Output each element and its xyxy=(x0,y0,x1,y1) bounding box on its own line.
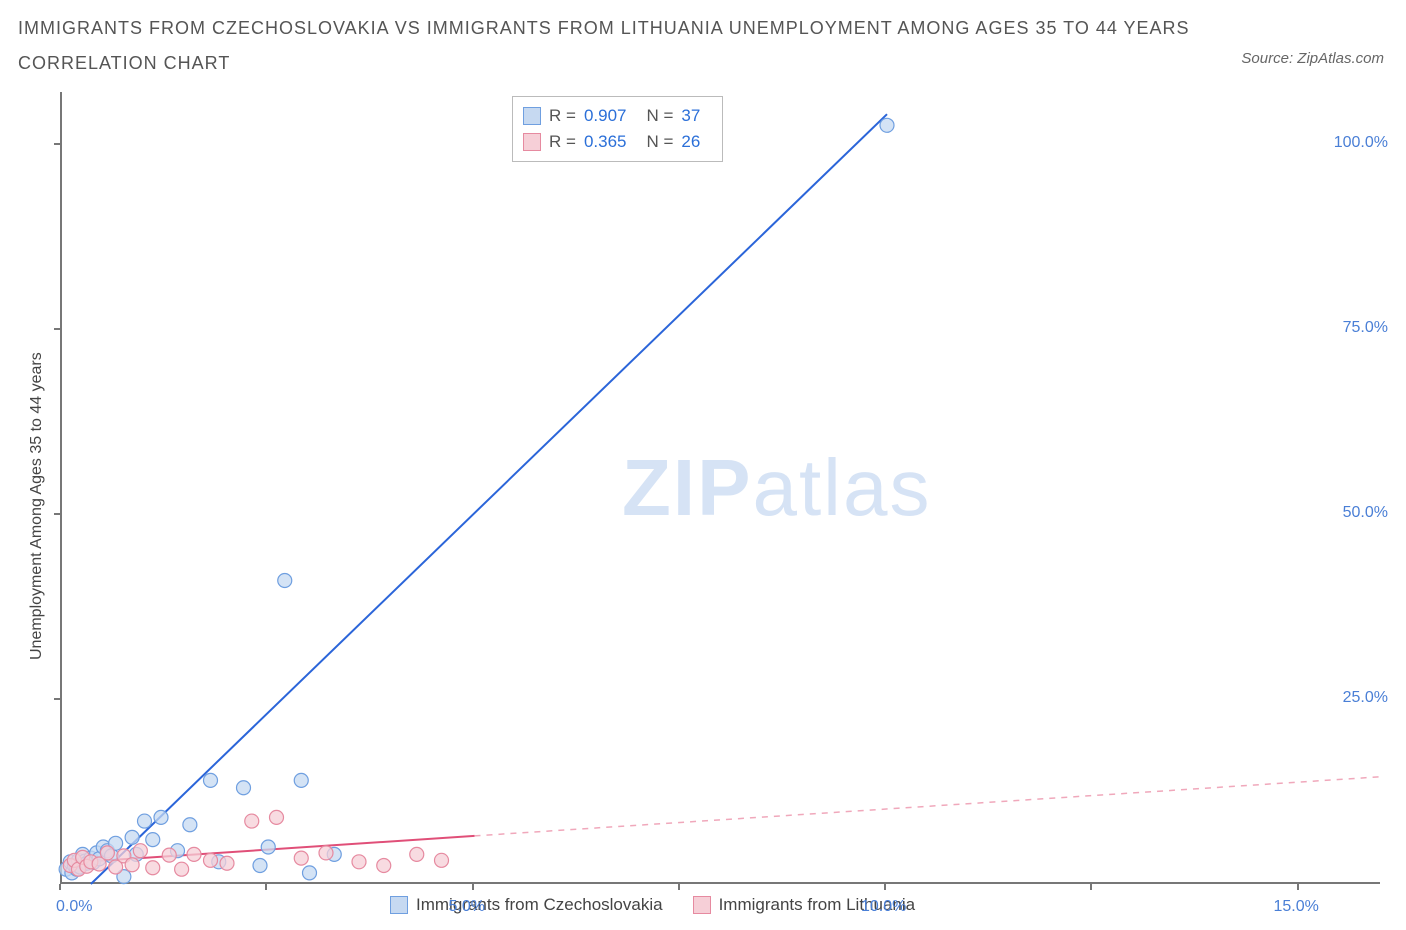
y-tick-label: 75.0% xyxy=(1343,319,1388,337)
legend-swatch-blue xyxy=(390,896,408,914)
stats-swatch-pink xyxy=(523,133,541,151)
scatter-plot-svg xyxy=(62,92,1380,882)
stats-row-series1: R = 0.907 N = 37 xyxy=(523,103,712,129)
y-axis-label: Unemployment Among Ages 35 to 44 years xyxy=(28,352,46,660)
stats-n-label-2: N = xyxy=(646,129,673,155)
y-tick-mark xyxy=(54,513,60,515)
stats-r-value-1: 0.907 xyxy=(584,103,627,129)
y-tick-label: 25.0% xyxy=(1343,689,1388,707)
stats-n-value-1: 37 xyxy=(681,103,700,129)
x-minor-tick-mark xyxy=(678,884,680,890)
source-prefix: Source: xyxy=(1241,50,1297,67)
stats-n-label: N = xyxy=(646,103,673,129)
chart-plot-area: ZIPatlas R = 0.907 N = 37 R = 0.365 N = … xyxy=(60,92,1380,884)
x-tick-mark xyxy=(472,884,474,890)
stats-legend-box: R = 0.907 N = 37 R = 0.365 N = 26 xyxy=(512,96,723,162)
x-minor-tick-mark xyxy=(265,884,267,890)
x-tick-mark xyxy=(884,884,886,890)
y-tick-label: 50.0% xyxy=(1343,504,1388,522)
chart-title-line1: IMMIGRANTS FROM CZECHOSLOVAKIA VS IMMIGR… xyxy=(18,18,1388,39)
chart-title-line2: CORRELATION CHART xyxy=(18,53,1388,74)
x-minor-tick-mark xyxy=(1090,884,1092,890)
y-tick-mark xyxy=(54,698,60,700)
x-tick-mark xyxy=(1297,884,1299,890)
x-tick-mark xyxy=(59,884,61,890)
stats-r-value-2: 0.365 xyxy=(584,129,627,155)
legend-swatch-pink xyxy=(693,896,711,914)
x-tick-label: 15.0% xyxy=(1274,898,1319,916)
chart-title-block: IMMIGRANTS FROM CZECHOSLOVAKIA VS IMMIGR… xyxy=(18,18,1388,74)
y-tick-mark xyxy=(54,328,60,330)
source-attribution: Source: ZipAtlas.com xyxy=(1241,50,1384,67)
stats-r-label-2: R = xyxy=(549,129,576,155)
x-tick-label: 10.0% xyxy=(861,898,906,916)
legend-item-1: Immigrants from Czechoslovakia xyxy=(390,895,663,915)
x-tick-label: 0.0% xyxy=(56,898,92,916)
y-tick-label: 100.0% xyxy=(1334,134,1388,152)
stats-r-label: R = xyxy=(549,103,576,129)
stats-n-value-2: 26 xyxy=(681,129,700,155)
x-tick-label: 5.0% xyxy=(449,898,485,916)
source-name: ZipAtlas.com xyxy=(1297,50,1384,67)
y-tick-mark xyxy=(54,143,60,145)
stats-swatch-blue xyxy=(523,107,541,125)
stats-row-series2: R = 0.365 N = 26 xyxy=(523,129,712,155)
